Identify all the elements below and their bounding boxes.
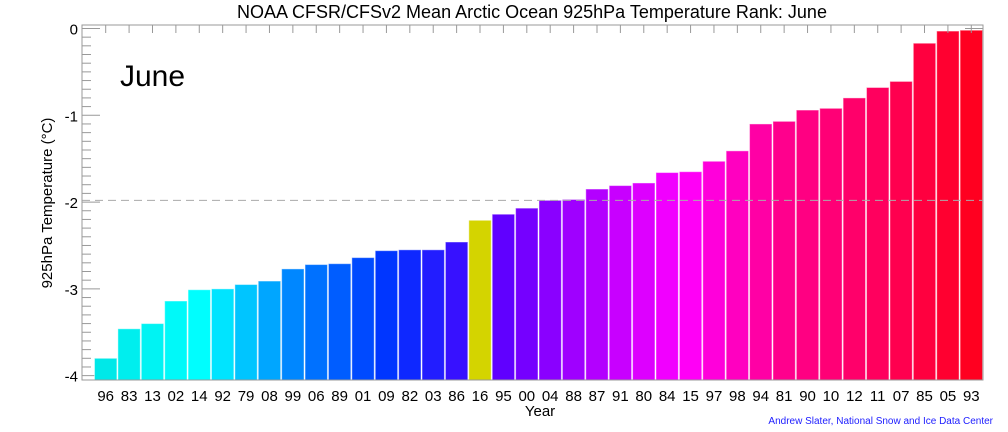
x-tick-label: 87 — [589, 388, 606, 405]
bar-01 — [351, 257, 375, 381]
bar-80 — [632, 182, 656, 381]
x-tick-label: 01 — [355, 388, 372, 405]
bar-00 — [515, 207, 539, 381]
x-tick-label: 05 — [940, 388, 957, 405]
x-tick-label: 02 — [168, 388, 185, 405]
x-tick-label: 96 — [97, 388, 114, 405]
bar-15 — [678, 171, 703, 381]
x-tick-label: 06 — [308, 388, 325, 405]
bar-08 — [257, 280, 282, 381]
bar-91 — [608, 185, 633, 381]
bar-84 — [655, 172, 679, 381]
y-tick-label: -1 — [65, 108, 78, 125]
x-tick-label: 10 — [823, 388, 840, 405]
y-tick-label: 0 — [70, 21, 78, 38]
bar-85 — [912, 42, 937, 381]
bar-93 — [959, 29, 984, 381]
x-tick-label: 89 — [331, 388, 348, 405]
x-tick-label: 09 — [378, 388, 395, 405]
bar-94 — [749, 123, 773, 381]
x-tick-label: 00 — [518, 388, 535, 405]
bar-82 — [398, 249, 422, 381]
bar-09 — [374, 250, 399, 381]
x-tick-label: 80 — [635, 388, 652, 405]
x-tick-label: 79 — [238, 388, 255, 405]
bar-06 — [304, 264, 328, 381]
bar-10 — [819, 107, 843, 381]
y-tick-label: -3 — [65, 282, 78, 299]
bar-03 — [421, 249, 445, 381]
x-tick-label: 03 — [425, 388, 442, 405]
x-tick-label: 07 — [893, 388, 910, 405]
x-tick-label: 98 — [729, 388, 746, 405]
x-tick-label: 85 — [916, 388, 933, 405]
bar-87 — [585, 188, 609, 381]
x-tick-label: 81 — [776, 388, 793, 405]
x-tick-label: 11 — [870, 388, 886, 405]
bar-96 — [94, 357, 118, 381]
x-tick-label: 94 — [752, 388, 769, 405]
inset-month-label: June — [120, 60, 185, 93]
bar-79 — [234, 284, 258, 381]
x-tick-label: 90 — [799, 388, 816, 405]
bar-92 — [210, 288, 235, 381]
x-tick-label: 14 — [191, 388, 208, 405]
bar-11 — [866, 86, 890, 381]
y-tick-label: -4 — [65, 369, 78, 386]
x-tick-label: 99 — [285, 388, 302, 405]
bar-07 — [889, 80, 913, 381]
x-tick-label: 97 — [706, 388, 723, 405]
plot-frame — [81, 24, 984, 381]
bar-81 — [772, 120, 796, 381]
bar-05 — [936, 30, 960, 381]
bar-16 — [468, 219, 492, 381]
x-tick-label: 16 — [472, 388, 489, 405]
x-tick-label: 82 — [401, 388, 418, 405]
bar-04 — [538, 199, 562, 381]
x-tick-label: 86 — [448, 388, 465, 405]
x-tick-label: 95 — [495, 388, 512, 405]
bar-99 — [281, 268, 305, 381]
chart-title: NOAA CFSR/CFSv2 Mean Arctic Ocean 925hPa… — [237, 2, 827, 22]
bar-14 — [187, 289, 211, 381]
bar-13 — [140, 323, 165, 381]
bar-97 — [702, 160, 726, 381]
bar-88 — [561, 198, 586, 381]
x-tick-label: 04 — [542, 388, 559, 405]
bar-83 — [117, 328, 141, 381]
credit-text: Andrew Slater, National Snow and Ice Dat… — [768, 416, 993, 427]
x-tick-label: 13 — [144, 388, 161, 405]
bar-95 — [491, 213, 516, 381]
x-tick-label: 92 — [214, 388, 231, 405]
x-tick-label: 83 — [121, 388, 138, 405]
y-tick-label: -2 — [65, 195, 78, 212]
x-axis-label: Year — [525, 403, 555, 420]
x-tick-label: 15 — [682, 388, 699, 405]
bar-89 — [327, 263, 352, 381]
bar-90 — [795, 109, 820, 381]
x-tick-label: 08 — [261, 388, 278, 405]
bar-12 — [842, 97, 867, 381]
bar-86 — [444, 241, 469, 381]
x-tick-label: 91 — [612, 388, 629, 405]
bar-02 — [164, 300, 188, 381]
x-tick-label: 84 — [659, 388, 676, 405]
x-tick-label: 88 — [565, 388, 582, 405]
bar-98 — [725, 150, 750, 381]
x-tick-label: 12 — [846, 388, 863, 405]
y-axis-label: 925hPa Temperature (°C) — [39, 118, 56, 289]
x-tick-label: 93 — [963, 388, 980, 405]
